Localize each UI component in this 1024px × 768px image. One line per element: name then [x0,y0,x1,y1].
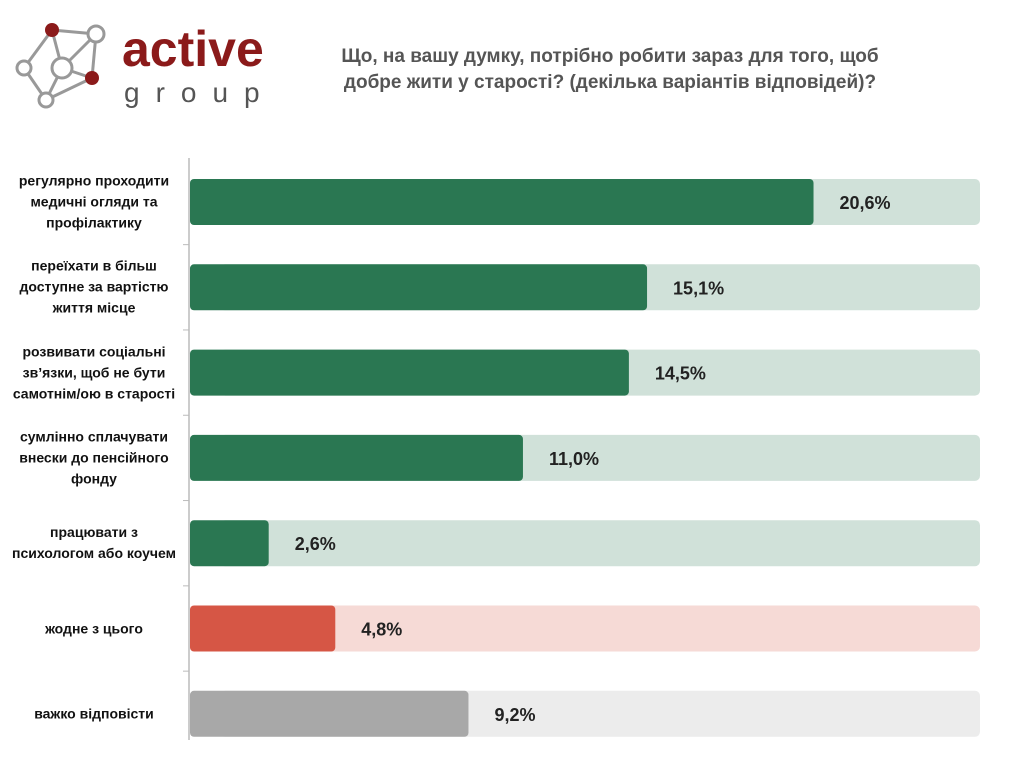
chart-title: Що, на вашу думку, потрібно робити зараз… [341,46,879,93]
bar [190,264,648,311]
category-label: розвивати соціальні зв’язки, щоб не бути… [12,343,176,402]
category-label: регулярно проходити медичні огляди та пр… [18,172,170,231]
value-label: 14,5% [655,364,706,384]
value-label: 2,6% [295,534,336,554]
bar [190,434,523,481]
category-label: жодне з цього [45,620,143,636]
category-label: важко відповісти [34,705,154,722]
category-label: працювати з психологом або коучем [12,524,176,562]
bar [190,179,814,225]
logo-name: active [122,21,264,77]
logo [15,23,106,109]
category-label: сумлінно сплачувати внески до пенсійного… [19,428,169,487]
logo-sub: group [124,77,276,108]
value-label: 20,6% [840,193,891,213]
value-label: 4,8% [361,620,402,640]
category-label: переїхати в більш доступне за вартістю ж… [19,257,169,316]
value-label: 15,1% [673,278,724,298]
value-label: 9,2% [494,705,535,725]
bar [190,605,336,652]
bar [190,520,269,567]
bar-track [220,605,980,652]
value-label: 11,0% [549,449,599,469]
bar [190,690,469,737]
bar [190,349,629,396]
bar-track [220,520,980,567]
